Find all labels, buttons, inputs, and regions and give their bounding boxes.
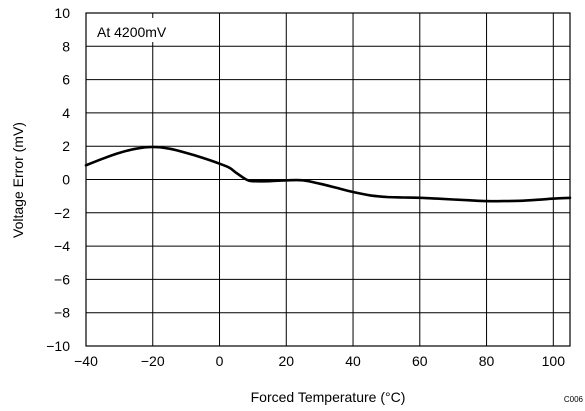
figure-code: C006 <box>564 395 584 404</box>
x-tick-label: 0 <box>216 353 224 369</box>
y-tick-label: −4 <box>54 238 70 254</box>
x-tick-label: 80 <box>479 353 495 369</box>
y-tick-label: −6 <box>54 271 70 287</box>
y-tick-label: −2 <box>54 205 70 221</box>
x-tick-label: 60 <box>412 353 428 369</box>
y-tick-label: 0 <box>62 172 70 188</box>
series-layer <box>84 145 572 203</box>
plot-frame <box>85 12 571 347</box>
x-tick-label: 40 <box>345 353 361 369</box>
voltage-error-line <box>84 145 572 203</box>
y-tick-label: −10 <box>46 338 70 354</box>
y-axis-label: Voltage Error (mV) <box>10 122 26 238</box>
annotation-box <box>90 18 198 42</box>
y-tick-label: 2 <box>62 138 70 154</box>
y-tick-label: 4 <box>62 105 70 121</box>
y-tick-label: −8 <box>54 305 70 321</box>
annotation-label: At 4200mV <box>97 24 167 40</box>
y-tick-label: 6 <box>62 72 70 88</box>
x-axis-label: Forced Temperature (°C) <box>251 389 406 405</box>
grid <box>85 12 570 347</box>
x-tick-label: 100 <box>542 353 566 369</box>
y-tick-label: 10 <box>54 5 70 21</box>
y-tick-label: 8 <box>62 38 70 54</box>
x-tick-label: −40 <box>74 353 98 369</box>
x-tick-label: 20 <box>278 353 294 369</box>
x-tick-label: −20 <box>141 353 165 369</box>
